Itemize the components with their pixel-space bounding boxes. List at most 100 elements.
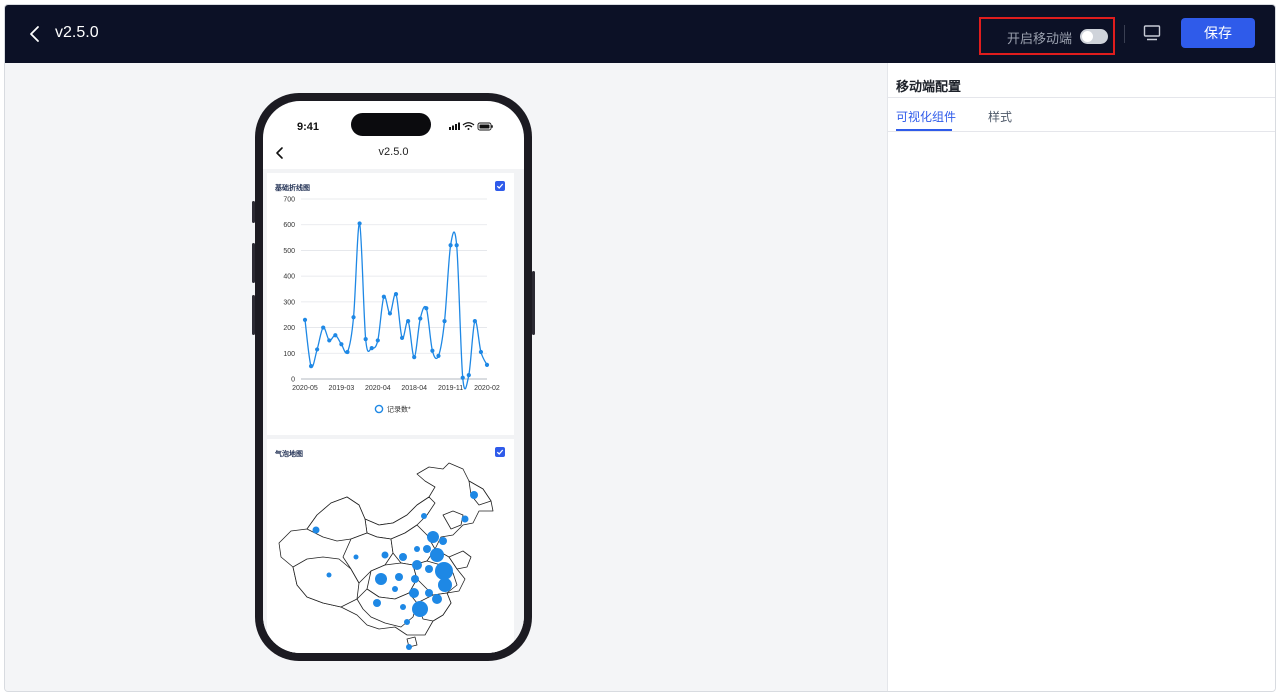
mobile-toggle-switch[interactable] (1080, 29, 1108, 44)
data-point (472, 319, 477, 324)
status-time: 9:41 (297, 121, 320, 133)
map-region (468, 480, 492, 506)
battery-icon (477, 122, 492, 131)
data-point (351, 315, 356, 320)
map-bubble (430, 548, 444, 562)
map-bubble (411, 575, 419, 583)
data-point (381, 294, 386, 299)
map-bubble (381, 551, 389, 559)
data-point (406, 319, 411, 324)
card-checkbox[interactable] (495, 447, 505, 457)
map-bubble (353, 554, 359, 560)
status-icons (449, 122, 493, 131)
phone-nav-bar: v2.5.0 (263, 141, 524, 167)
map-bubble (439, 537, 447, 545)
y-tick-label: 0 (291, 377, 295, 384)
save-button[interactable]: 保存 (1181, 18, 1255, 48)
tab-visual-components[interactable]: 可视化组件 (896, 110, 957, 124)
line-chart: 0 100 200 300 400 500 600 700 2020-05 2019-03 2020… (283, 197, 500, 414)
phone-nav-title: v2.5.0 (378, 146, 409, 158)
data-point (387, 311, 393, 316)
chevron-left-icon[interactable] (25, 24, 45, 44)
y-tick-label: 700 (283, 197, 295, 204)
y-tick-label: 300 (283, 299, 295, 306)
data-point (375, 338, 380, 343)
mobile-toggle-highlight: 开启移动端 (979, 17, 1115, 55)
phone-mockup: 9:41 v2. (255, 93, 532, 661)
data-point (436, 353, 441, 358)
panel-divider (888, 97, 1275, 98)
data-point (345, 349, 350, 355)
map-region (306, 496, 368, 542)
map-bubble (373, 599, 381, 607)
y-tick-label: 200 (283, 325, 295, 332)
map-region (448, 550, 472, 570)
bubble-map (278, 462, 494, 650)
data-point (484, 362, 490, 367)
phone-side-button (252, 295, 255, 335)
legend-marker (374, 404, 384, 414)
map-bubble (461, 515, 469, 523)
dynamic-island (351, 113, 431, 136)
map-bubble (395, 573, 403, 581)
map-bubble (438, 578, 452, 592)
data-point (412, 355, 417, 360)
data-point (478, 349, 484, 355)
data-point (357, 221, 362, 226)
data-point (454, 243, 459, 248)
x-tick-label: 2018-04 (401, 385, 427, 392)
phone-side-button (252, 201, 255, 223)
data-point (327, 338, 332, 343)
phone-side-button (532, 271, 535, 335)
card-checkbox[interactable] (495, 181, 505, 191)
data-point (448, 243, 453, 248)
chevron-left-icon[interactable] (273, 146, 287, 160)
wifi-icon (462, 122, 475, 126)
y-tick-label: 500 (283, 248, 295, 255)
data-point (399, 335, 405, 340)
phone-side-button (252, 243, 255, 283)
x-tick-label: 2020-02 (474, 385, 500, 392)
data-point (302, 317, 308, 322)
map-bubble (423, 545, 431, 553)
app-frame: v2.5.0 开启移动端 保存 9:41 (4, 4, 1276, 692)
data-point (363, 337, 368, 342)
check-icon (496, 183, 504, 189)
config-panel: 移动端配置 可视化组件 样式 (887, 63, 1275, 691)
map-bubble (427, 531, 439, 543)
map-region (292, 556, 360, 608)
map-bubble (425, 565, 433, 573)
map-bubble (425, 589, 433, 597)
bubble-map-card: 气泡地图 (267, 439, 514, 653)
data-point (308, 364, 314, 369)
data-point (339, 342, 344, 347)
monitor-icon[interactable] (1143, 24, 1161, 42)
data-point (333, 333, 338, 338)
data-point (466, 373, 471, 378)
data-point (430, 348, 435, 353)
line-chart-card: 基础折线图 0 100 200 300 400 500 600 700 2020-05 2019-… (267, 173, 514, 435)
map-bubble (399, 553, 407, 561)
signal-icon (449, 127, 451, 130)
map-bubble (412, 560, 422, 570)
map-bubble (326, 572, 332, 578)
map-bubble (312, 526, 320, 534)
phone-content: 基础折线图 0 100 200 300 400 500 600 700 2020-05 2019-… (263, 169, 524, 653)
card-title: 气泡地图 (275, 451, 303, 458)
panel-title: 移动端配置 (896, 79, 962, 94)
y-tick-label: 400 (283, 274, 295, 281)
mobile-toggle-label: 开启移动端 (1007, 31, 1073, 46)
map-bubble (400, 604, 406, 610)
map-bubble (392, 586, 398, 592)
x-tick-label: 2020-05 (292, 385, 318, 392)
data-point (315, 347, 320, 352)
tab-style[interactable]: 样式 (988, 110, 1013, 124)
data-point (393, 292, 399, 297)
x-tick-label: 2019-11 (438, 385, 463, 392)
map-bubble (404, 619, 410, 625)
map-bubble (414, 546, 420, 552)
phone-screen: 9:41 v2. (263, 101, 524, 653)
header-divider (1124, 25, 1125, 43)
active-tab-indicator (896, 129, 952, 131)
preview-canvas: 9:41 v2. (5, 63, 887, 691)
